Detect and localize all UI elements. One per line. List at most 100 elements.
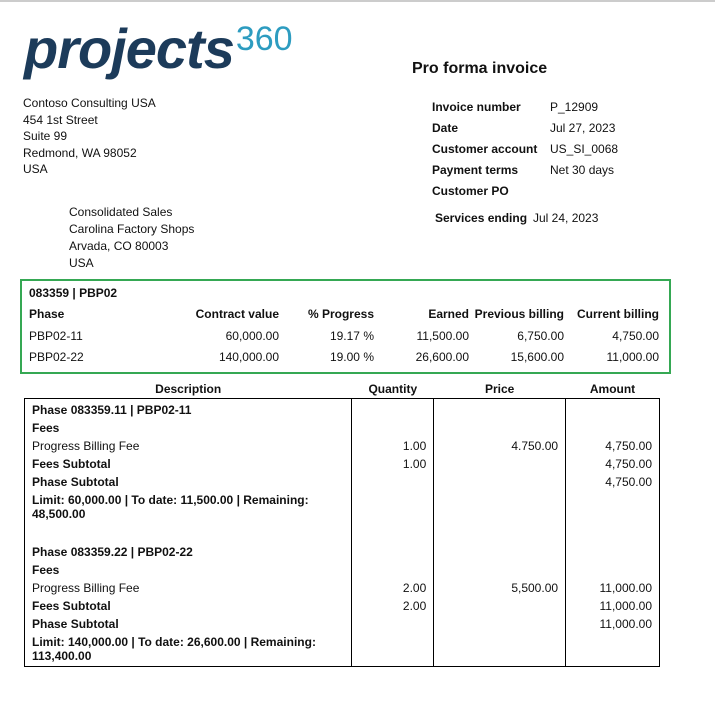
line-cell: Limit: 60,000.00 | To date: 11,500.00 | …: [23, 492, 353, 522]
line-cell: 4,750.00: [565, 456, 660, 474]
summary-cell: 4,750.00: [612, 329, 659, 343]
line-cell: Fees: [23, 420, 353, 438]
line-row: Limit: 60,000.00 | To date: 11,500.00 | …: [23, 492, 660, 522]
ship-to-line: USA: [69, 256, 94, 270]
line-cell: 11,000.00: [565, 580, 660, 598]
line-cell: 1.00: [351, 456, 435, 474]
ship-to-line: Carolina Factory Shops: [69, 222, 195, 236]
line-cell: 2.00: [351, 598, 435, 616]
summary-title: 083359 | PBP02: [29, 286, 118, 300]
summary-cell: 19.17 %: [329, 329, 374, 343]
logo: projects360: [24, 16, 293, 81]
from-address-line: Suite 99: [23, 129, 68, 143]
detail-label: Invoice number: [432, 100, 521, 114]
line-row: Phase Subtotal 4,750.00: [23, 474, 660, 492]
line-row: Phase 083359.11 | PBP02-11: [23, 398, 660, 420]
line-cell: 11,000.00: [565, 616, 660, 634]
line-cell: [565, 420, 660, 438]
summary-cell: PBP02-22: [29, 350, 84, 364]
summary-cell: 140,000.00: [218, 350, 279, 364]
line-row: Fees Subtotal 2.00 11,000.00: [23, 598, 660, 616]
line-cell: [433, 634, 567, 667]
lines-table: Description Quantity Price Amount Phase 083…: [23, 381, 660, 667]
from-address-line: 454 1st Street: [23, 112, 98, 127]
detail-value: Jul 27, 2023: [550, 121, 616, 135]
line-cell: 4.750.00: [433, 438, 567, 456]
column-header: Description: [155, 382, 222, 396]
line-cell: Fees Subtotal: [23, 598, 353, 616]
line-row: Phase 083359.22 | PBP02-22: [23, 544, 660, 562]
invoice-title: Pro forma invoice: [412, 60, 548, 77]
ship-to-line: Consolidated Sales: [69, 205, 173, 219]
summary-header: Earned: [428, 307, 469, 321]
detail-label: Services ending: [435, 211, 528, 225]
line-cell: Phase 083359.22 | PBP02-22: [23, 544, 353, 562]
line-cell: [565, 634, 660, 667]
logo-text: projects: [24, 17, 235, 80]
summary-header: Previous billing: [474, 307, 564, 321]
line-cell: 11,000.00: [565, 598, 660, 616]
line-cell: [433, 420, 567, 438]
line-cell: [433, 398, 567, 420]
line-cell: [351, 492, 435, 522]
line-row: Fees: [23, 420, 660, 438]
line-cell: [23, 522, 353, 544]
line-cell: [433, 616, 567, 634]
line-cell: [433, 544, 567, 562]
line-cell: [351, 616, 435, 634]
detail-value: Net 30 days: [550, 163, 615, 177]
line-row: Fees: [23, 562, 660, 580]
summary-cell: 60,000.00: [225, 329, 279, 343]
line-row: Fees Subtotal 1.00 4,750.00: [23, 456, 660, 474]
line-cell: [565, 492, 660, 522]
line-cell: [351, 420, 435, 438]
detail-value: Jul 24, 2023: [533, 211, 599, 225]
line-row: Limit: 140,000.00 | To date: 26,600.00 |…: [23, 634, 660, 667]
line-cell: 4,750.00: [565, 438, 660, 456]
line-cell: [565, 398, 660, 420]
line-cell: Fees Subtotal: [23, 456, 353, 474]
detail-label: Customer account: [432, 142, 538, 156]
line-row: Phase Subtotal 11,000.00: [23, 616, 660, 634]
line-cell: [433, 598, 567, 616]
from-address-line: Contoso Consulting USA: [23, 96, 156, 110]
line-cell: 2.00: [351, 580, 435, 598]
detail-value: US_SI_0068: [550, 142, 619, 156]
line-cell: [565, 522, 660, 544]
line-cell: Progress Billing Fee: [23, 438, 353, 456]
line-cell: [433, 562, 567, 580]
line-cell: [565, 544, 660, 562]
line-cell: [351, 634, 435, 667]
line-cell: Phase Subtotal: [23, 616, 353, 634]
line-cell: 4,750.00: [565, 474, 660, 492]
line-cell: [351, 398, 435, 420]
summary-header: Phase: [29, 307, 65, 321]
logo-suffix: 360: [235, 20, 293, 58]
detail-label: Payment terms: [432, 163, 519, 177]
column-header: Amount: [589, 382, 636, 396]
line-cell: [351, 562, 435, 580]
line-cell: [433, 522, 567, 544]
summary-box: 083359 | PBP02 Phase Contract value % Progr…: [20, 279, 671, 374]
from-address-line: Redmond, WA 98052: [23, 145, 137, 160]
summary-cell: 6,750.00: [517, 329, 564, 343]
line-cell: Phase 083359.11 | PBP02-11: [23, 398, 353, 420]
summary-header: % Progress: [307, 307, 374, 321]
summary-cell: 15,600.00: [510, 350, 564, 364]
summary-cell: 19.00 %: [329, 350, 374, 364]
summary-header: Current billing: [577, 307, 659, 321]
summary-cell: 11,000.00: [606, 350, 660, 364]
line-cell: Progress Billing Fee: [23, 580, 353, 598]
detail-label: Customer PO: [432, 184, 509, 198]
line-cell: [351, 474, 435, 492]
column-header: Price: [484, 382, 515, 396]
line-cell: Limit: 140,000.00 | To date: 26,600.00 |…: [23, 634, 353, 667]
detail-label: Date: [432, 121, 459, 135]
from-address-line: USA: [23, 162, 48, 176]
line-row: Progress Billing Fee 2.00 5,500.00 11,000.0…: [23, 580, 660, 598]
line-row: [23, 522, 660, 544]
line-cell: [565, 562, 660, 580]
line-cell: 5,500.00: [433, 580, 567, 598]
ship-to-line: Arvada, CO 80003: [69, 239, 169, 253]
